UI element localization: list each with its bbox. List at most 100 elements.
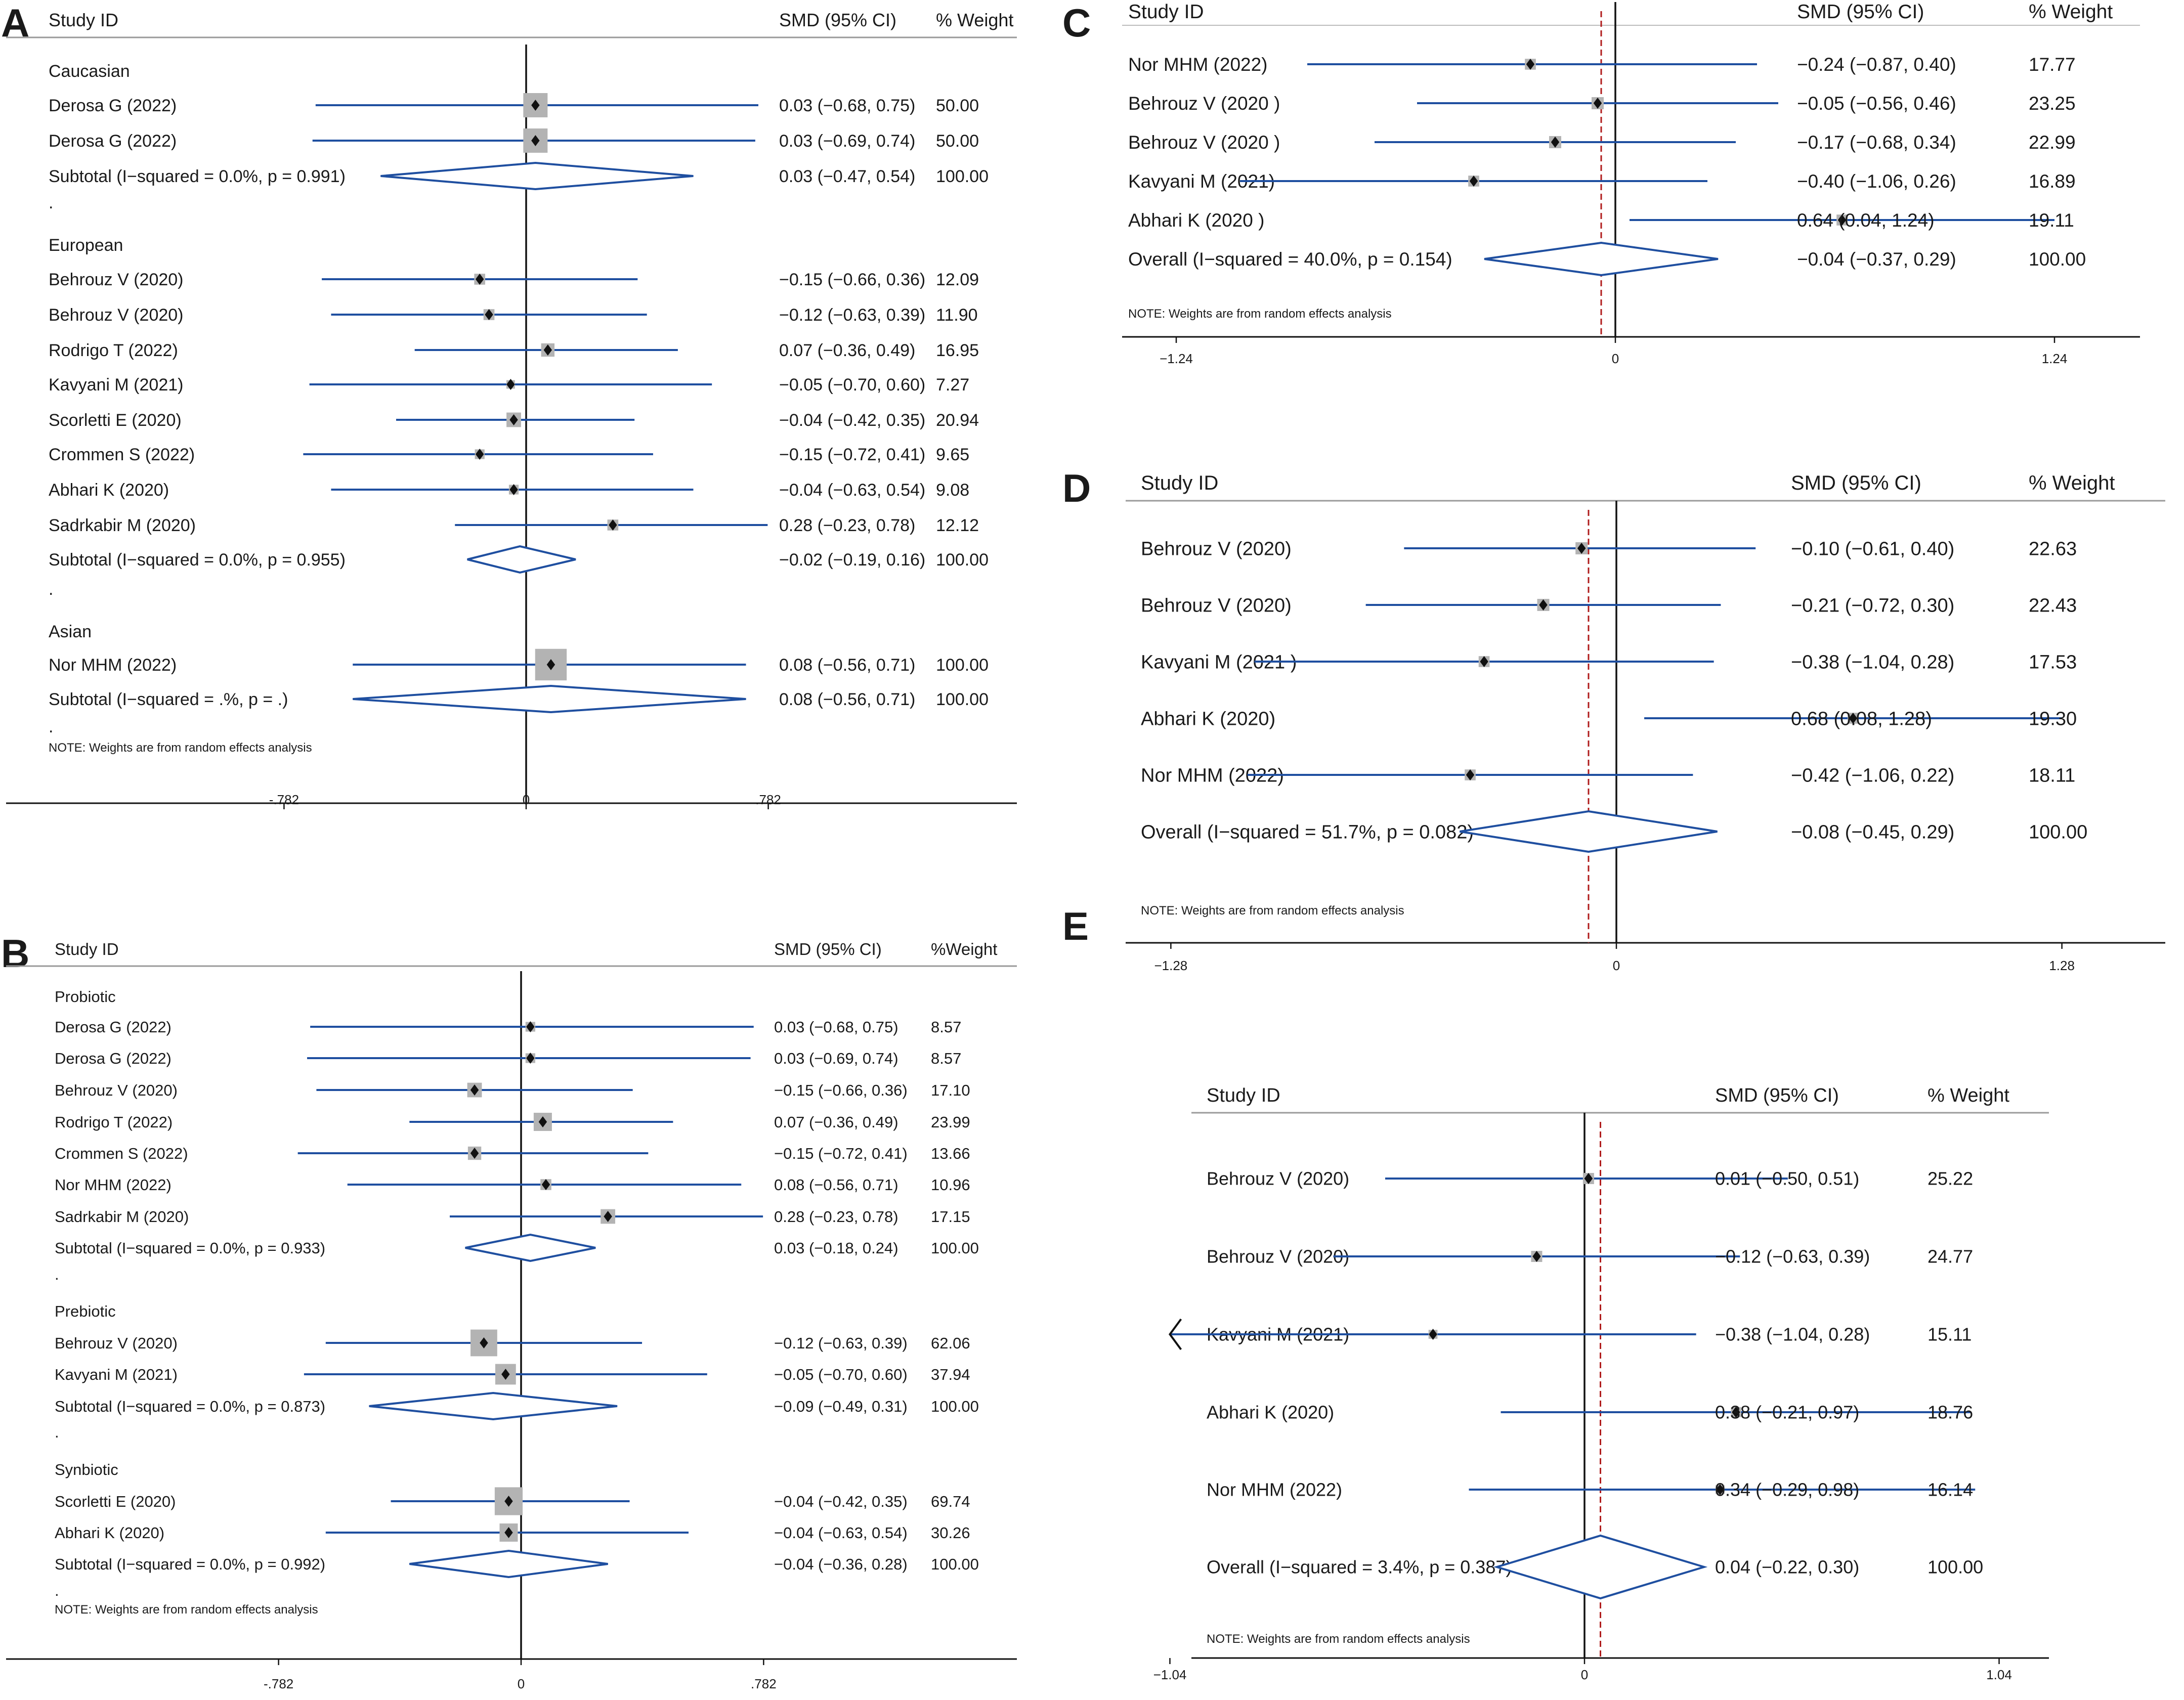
point-estimate — [470, 1148, 479, 1159]
pooled-effect-ci: 0.03 (−0.47, 0.54) — [779, 167, 915, 186]
study-weight: 12.12 — [936, 516, 979, 535]
point-estimate — [1849, 713, 1858, 724]
effect-ci: 0.34 (−0.29, 0.98) — [1715, 1479, 1859, 1500]
overall-label: Overall (I−squared = 40.0%, p = 0.154) — [1128, 249, 1452, 270]
x-tick-label: 0 — [518, 1676, 525, 1691]
point-estimate — [609, 519, 617, 531]
effect-ci: −0.05 (−0.70, 0.60) — [774, 1366, 908, 1383]
study-weight: 22.63 — [2029, 538, 2077, 559]
point-estimate — [509, 484, 518, 495]
pooled-weight: 100.00 — [2029, 821, 2087, 843]
spacer-dot: . — [55, 1266, 59, 1283]
study-weight: 16.95 — [936, 341, 979, 360]
forest-panel-e: Study ID SMD (95% CI) % Weight −1.04 0 1.04 Be… — [1153, 1085, 2049, 1682]
header-study: Study ID — [1207, 1085, 1280, 1106]
panel-letter: B — [1, 931, 29, 976]
effect-ci: −0.40 (−1.06, 0.26) — [1797, 171, 1956, 192]
x-tick-label: −1.28 — [1154, 958, 1187, 973]
point-estimate — [504, 1527, 513, 1538]
header-study: Study ID — [55, 940, 119, 958]
study-label: Nor MHM (2022) — [49, 656, 177, 675]
study-weight: 50.00 — [936, 132, 979, 151]
study-weight: 62.06 — [931, 1334, 970, 1352]
effect-ci: 0.03 (−0.69, 0.74) — [779, 132, 915, 151]
subtotal-label: Subtotal (I−squared = .%, p = .) — [49, 690, 288, 709]
study-label: Scorletti E (2020) — [55, 1493, 176, 1510]
x-tick-label: −1.24 — [1160, 351, 1193, 366]
study-weight: 25.22 — [1928, 1168, 1973, 1189]
study-weight: 17.77 — [2029, 54, 2076, 75]
study-weight: 16.89 — [2029, 171, 2076, 192]
study-label: Abhari K (2020) — [49, 481, 169, 500]
effect-ci: −0.12 (−0.63, 0.39) — [774, 1334, 908, 1352]
study-weight: 13.66 — [931, 1145, 970, 1162]
point-estimate — [1429, 1329, 1437, 1340]
effect-ci: 0.03 (−0.69, 0.74) — [774, 1050, 898, 1067]
pooled-diamond — [380, 161, 694, 191]
panel-letter: C — [1062, 1, 1091, 45]
study-weight: 17.53 — [2029, 651, 2077, 673]
note-text: NOTE: Weights are from random effects an… — [1141, 904, 1404, 918]
study-label: Derosa G (2022) — [55, 1050, 172, 1067]
effect-ci: −0.12 (−0.63, 0.39) — [1715, 1246, 1870, 1267]
effect-ci: 0.07 (−0.36, 0.49) — [774, 1113, 898, 1131]
study-label: Behrouz V (2020) — [49, 306, 184, 325]
study-weight: 9.65 — [936, 445, 969, 464]
header-weight: % Weight — [2029, 1, 2113, 23]
spacer-dot: . — [55, 1582, 59, 1599]
pooled-effect-ci: −0.02 (−0.19, 0.16) — [779, 550, 925, 570]
study-weight: 69.74 — [931, 1493, 970, 1510]
pooled-diamond — [467, 545, 576, 574]
pooled-weight: 100.00 — [936, 690, 989, 709]
point-estimate — [1480, 656, 1488, 667]
pooled-weight: 100.00 — [1928, 1557, 1983, 1578]
pooled-effect-ci: −0.08 (−0.45, 0.29) — [1791, 821, 1954, 843]
subgroup-label: Probiotic — [55, 988, 116, 1006]
subtotal-label: Subtotal (I−squared = 0.0%, p = 0.873) — [55, 1398, 325, 1415]
x-tick-label: 0 — [1612, 351, 1619, 366]
pooled-diamond — [409, 1549, 608, 1579]
note-text: NOTE: Weights are from random effects an… — [49, 741, 312, 755]
pooled-weight: 100.00 — [931, 1398, 979, 1415]
study-label: Derosa G (2022) — [49, 132, 177, 151]
point-estimate — [480, 1337, 488, 1348]
study-weight: 20.94 — [936, 411, 979, 430]
study-label: Abhari K (2020) — [55, 1524, 164, 1542]
study-label: Behrouz V (2020) — [55, 1334, 178, 1352]
study-label: Kavyani M (2021) — [55, 1366, 178, 1383]
x-tick-label: −1.04 — [1153, 1667, 1187, 1682]
point-estimate — [501, 1369, 510, 1380]
study-label: Derosa G (2022) — [49, 96, 177, 115]
study-weight: 23.99 — [931, 1113, 970, 1131]
spacer-dot: . — [49, 717, 53, 736]
header-study: Study ID — [1128, 1, 1204, 23]
effect-ci: −0.04 (−0.42, 0.35) — [774, 1493, 908, 1510]
study-label: Behrouz V (2020) — [55, 1081, 178, 1099]
x-tick-label: .782 — [751, 1676, 777, 1691]
study-label: Behrouz V (2020) — [49, 270, 184, 289]
forest-panel-a: Study ID SMD (95% CI) % Weight -.782 0 .782 Ca… — [6, 10, 1017, 809]
study-label: Crommen S (2022) — [55, 1145, 188, 1162]
effect-ci: 0.38 (−0.21, 0.97) — [1715, 1402, 1859, 1423]
effect-ci: 0.07 (−0.36, 0.49) — [779, 341, 915, 360]
study-label: Nor MHM (2022) — [1207, 1479, 1342, 1500]
point-estimate — [1837, 214, 1847, 226]
pooled-diamond — [353, 684, 746, 714]
point-estimate — [1577, 543, 1586, 554]
header-weight: % Weight — [2029, 472, 2115, 494]
point-estimate — [1526, 59, 1535, 70]
effect-ci: −0.38 (−1.04, 0.28) — [1791, 651, 1954, 673]
spacer-dot: . — [49, 193, 53, 212]
study-weight: 18.76 — [1928, 1402, 1973, 1423]
point-estimate — [470, 1084, 479, 1096]
header-study: Study ID — [1141, 472, 1218, 494]
study-label: Abhari K (2020) — [1141, 708, 1275, 729]
point-estimate — [526, 1021, 535, 1032]
pooled-effect-ci: −0.04 (−0.36, 0.28) — [774, 1555, 908, 1573]
x-tick-label: -.782 — [264, 1676, 293, 1691]
study-weight: 8.57 — [931, 1050, 961, 1067]
point-estimate — [509, 414, 518, 425]
note-text: NOTE: Weights are from random effects an… — [1207, 1632, 1470, 1646]
study-weight: 15.11 — [1928, 1324, 1972, 1345]
study-weight: 37.94 — [931, 1366, 970, 1383]
